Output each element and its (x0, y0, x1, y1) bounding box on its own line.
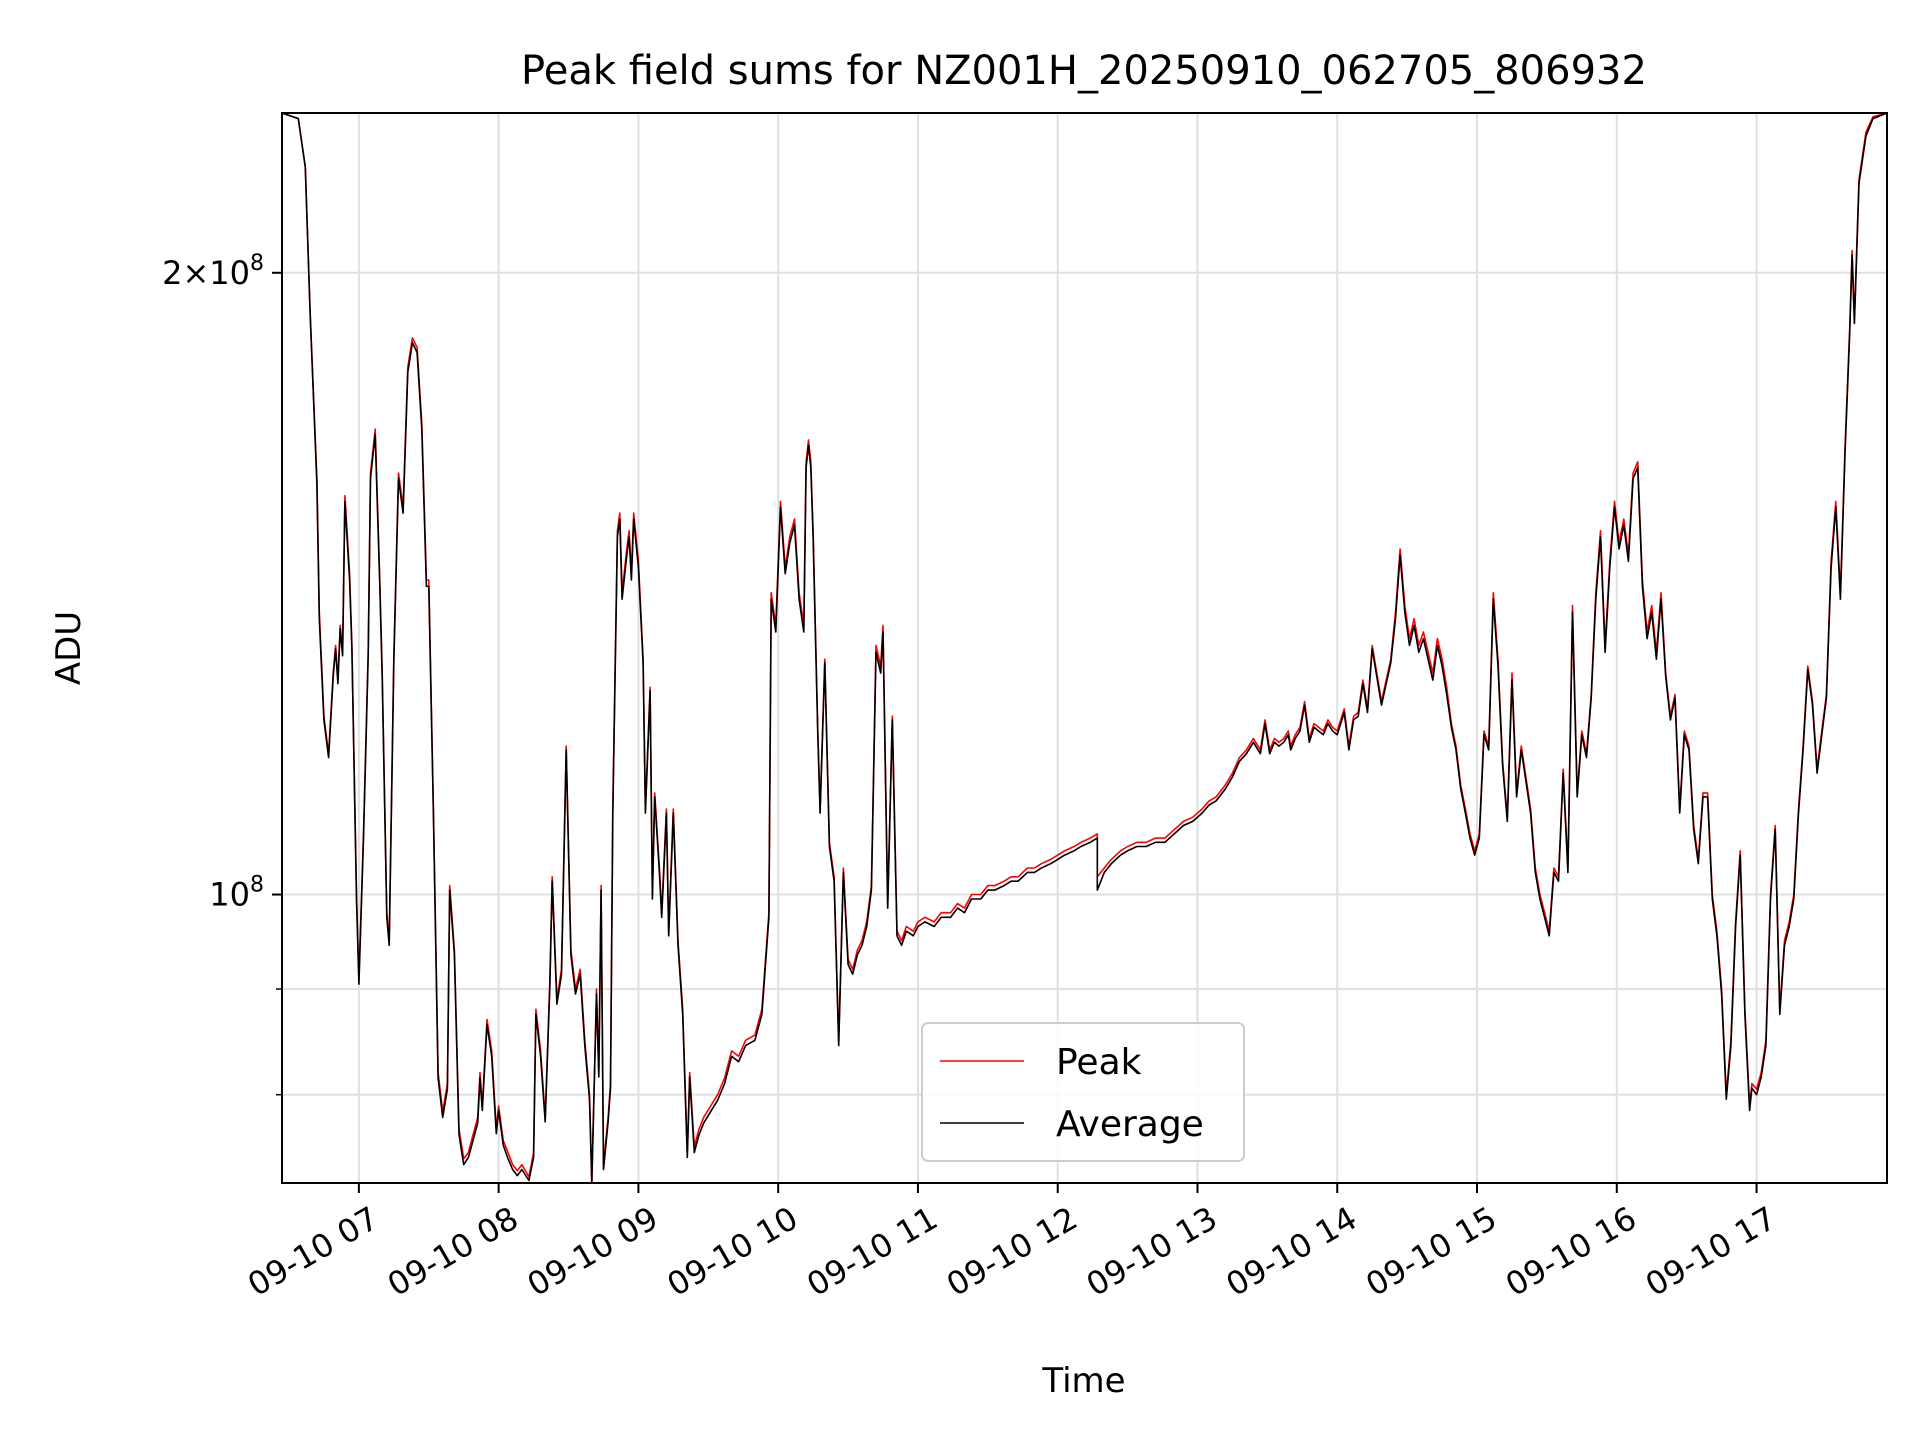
y-axis: 108 2×108 (162, 251, 282, 1096)
series-line-average (282, 113, 1887, 1183)
legend-label: Average (1056, 1104, 1204, 1145)
y-axis-label: ADU (49, 611, 89, 685)
y-tick-label: 108 (209, 873, 264, 914)
legend-box (921, 1022, 1245, 1162)
legend: Peak Average (921, 1022, 1245, 1162)
y-tick-label: 2×108 (162, 251, 264, 292)
series-layer (282, 113, 1887, 1183)
chart-title: Peak field sums for NZ001H_20250910_0627… (521, 48, 1647, 94)
plot-frame (281, 112, 1888, 1184)
x-axis-label: Time (1041, 1361, 1125, 1401)
legend-label: Peak (1056, 1042, 1142, 1083)
